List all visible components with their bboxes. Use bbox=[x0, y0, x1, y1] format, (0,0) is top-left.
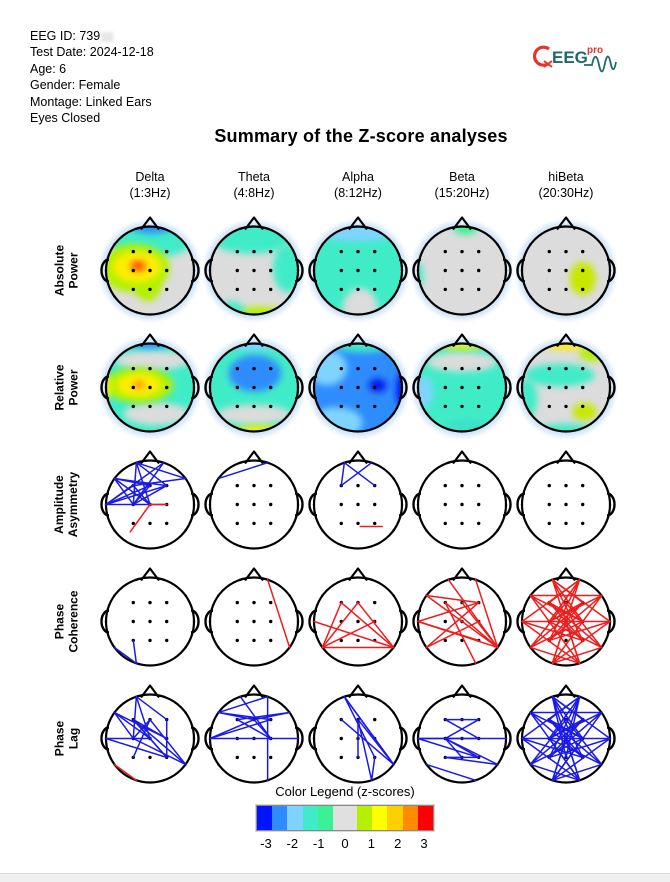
connectivity-map-phase-coherence-alpha bbox=[306, 563, 410, 680]
connectivity-map-amplitude-asymmetry-theta bbox=[202, 446, 306, 563]
connectivity-map-phase-lag-delta bbox=[98, 680, 202, 797]
legend-segment bbox=[417, 806, 433, 830]
column-band-label: Delta bbox=[135, 170, 165, 184]
legend-segment bbox=[356, 806, 373, 830]
legend-segment bbox=[302, 806, 318, 830]
row-label-text: Phase Lag bbox=[52, 720, 81, 757]
column-header-theta: Theta (4:8Hz) bbox=[202, 160, 306, 212]
topomap-absolute-power-theta bbox=[202, 212, 306, 329]
column-header-alpha: Alpha (8:12Hz) bbox=[306, 160, 410, 212]
connectivity-map-amplitude-asymmetry-delta bbox=[98, 446, 202, 563]
eegpro-logo: EEG pro bbox=[532, 45, 617, 73]
legend-segment bbox=[317, 806, 334, 830]
connectivity-map-phase-lag-beta bbox=[410, 680, 514, 797]
column-header-beta: Beta (15:20Hz) bbox=[410, 160, 514, 212]
topomap-absolute-power-alpha bbox=[306, 212, 410, 329]
patient-gender: Gender: Female bbox=[30, 78, 121, 93]
patient-condition: Eyes Closed bbox=[30, 111, 101, 126]
topomap-absolute-power-delta bbox=[98, 212, 202, 329]
patient-eeg-id: EEG ID: 739 bbox=[30, 28, 154, 44]
column-header-delta: Delta (1:3Hz) bbox=[98, 160, 202, 212]
connectivity-map-phase-coherence-beta bbox=[410, 563, 514, 680]
row-label-phase-lag: Phase Lag bbox=[36, 680, 98, 797]
topomap-relative-power-hibeta bbox=[514, 329, 618, 446]
legend-segment bbox=[387, 806, 403, 830]
row-label-text: Relative Power bbox=[52, 364, 81, 411]
connectivity-map-phase-lag-hibeta bbox=[514, 680, 618, 797]
row-label-phase-coherence: Phase Coherence bbox=[36, 563, 98, 680]
connectivity-map-amplitude-asymmetry-hibeta bbox=[514, 446, 618, 563]
column-band-label: Beta bbox=[449, 170, 475, 184]
legend-title: Color Legend (z-scores) bbox=[275, 784, 415, 799]
legend-tick: 3 bbox=[420, 836, 428, 851]
topomap-relative-power-delta bbox=[98, 329, 202, 446]
row-label-relative-power: Relative Power bbox=[36, 329, 98, 446]
column-header-hibeta: hiBeta (20:30Hz) bbox=[514, 160, 618, 212]
connectivity-map-phase-lag-alpha bbox=[306, 680, 410, 797]
page-edge bbox=[0, 873, 670, 882]
legend-tick: 0 bbox=[341, 836, 349, 851]
connectivity-map-phase-coherence-delta bbox=[98, 563, 202, 680]
logo-sup: pro bbox=[587, 45, 603, 56]
logo-text: EEG bbox=[552, 48, 588, 67]
report-title: Summary of the Z-score analyses bbox=[214, 126, 508, 146]
connectivity-map-amplitude-asymmetry-alpha bbox=[306, 446, 410, 563]
column-band-label: hiBeta bbox=[548, 170, 584, 184]
row-label-text: Phase Coherence bbox=[52, 590, 81, 653]
legend-segment bbox=[372, 806, 388, 830]
column-range-label: (15:20Hz) bbox=[434, 186, 490, 200]
column-band-label: Alpha bbox=[342, 170, 374, 184]
column-band-label: Theta bbox=[238, 170, 270, 184]
connectivity-map-phase-lag-theta bbox=[202, 680, 306, 797]
legend-tick: -1 bbox=[312, 836, 325, 851]
legend-tick: 1 bbox=[367, 836, 375, 851]
connectivity-map-amplitude-asymmetry-beta bbox=[410, 446, 514, 563]
legend-segment bbox=[333, 806, 357, 830]
row-label-text: Absolute Power bbox=[52, 244, 81, 297]
zscore-grid: Delta (1:3Hz) Theta (4:8Hz) Alpha (8:12Hz) Bet… bbox=[36, 160, 618, 797]
topomap-absolute-power-beta bbox=[410, 212, 514, 329]
column-range-label: (1:3Hz) bbox=[129, 186, 171, 200]
row-label-text: Amplitude Asymmetry bbox=[52, 471, 81, 538]
color-legend: Color Legend (z-scores) -3 -2 -1 0 1 2 3 bbox=[0, 784, 670, 852]
patient-montage: Montage: Linked Ears bbox=[30, 94, 152, 109]
topomap-relative-power-alpha bbox=[306, 329, 410, 446]
topomap-relative-power-theta bbox=[202, 329, 306, 446]
connectivity-map-phase-coherence-hibeta bbox=[514, 563, 618, 680]
patient-info: EEG ID: 739 Test Date: 2024-12-18 Age: 6… bbox=[30, 28, 154, 126]
legend-segment bbox=[257, 806, 273, 830]
patient-age: Age: 6 bbox=[30, 61, 67, 76]
legend-segment bbox=[287, 806, 303, 830]
legend-tick-labels: -3 -2 -1 0 1 2 3 bbox=[257, 836, 433, 852]
patient-test-date: Test Date: 2024-12-18 bbox=[30, 45, 154, 60]
column-range-label: (4:8Hz) bbox=[233, 186, 275, 200]
legend-segment bbox=[272, 806, 288, 830]
topomap-absolute-power-hibeta bbox=[514, 212, 618, 329]
redacted-id bbox=[101, 31, 114, 42]
legend-tick: -3 bbox=[260, 836, 272, 851]
topomap-relative-power-beta bbox=[410, 329, 514, 446]
legend-tick: -2 bbox=[286, 836, 299, 851]
legend-segment bbox=[402, 806, 418, 830]
row-label-absolute-power: Absolute Power bbox=[36, 212, 98, 329]
connectivity-map-phase-coherence-theta bbox=[202, 563, 306, 680]
row-label-amplitude-asymmetry: Amplitude Asymmetry bbox=[36, 446, 98, 563]
legend-colorbar bbox=[255, 804, 435, 832]
column-range-label: (8:12Hz) bbox=[334, 186, 382, 200]
legend-tick: 2 bbox=[394, 836, 402, 851]
grid-corner bbox=[36, 160, 98, 212]
column-range-label: (20:30Hz) bbox=[538, 186, 594, 200]
